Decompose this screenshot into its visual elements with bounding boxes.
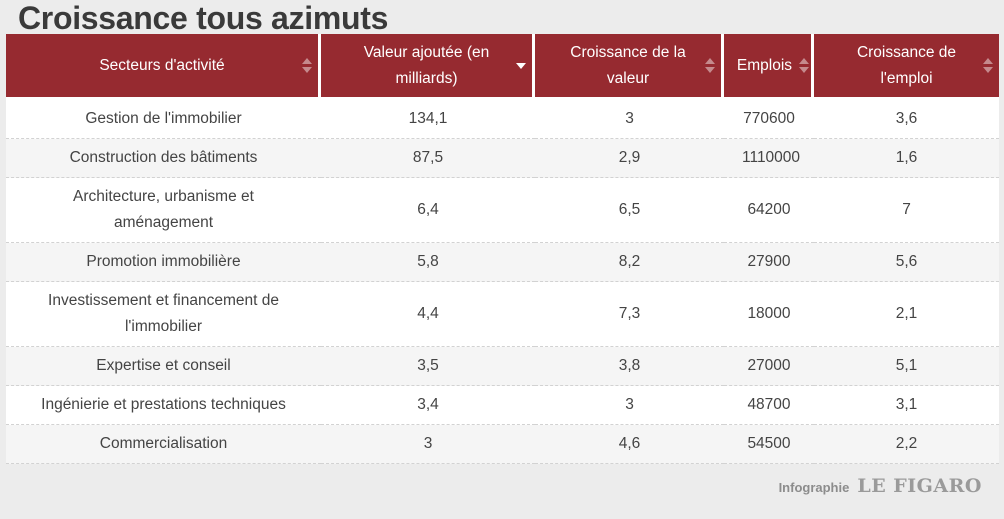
- cell-secteur: Promotion immobilière: [6, 243, 321, 282]
- cell-valeur-ajoutee: 3,4: [321, 386, 535, 425]
- table-row: Architecture, urbanisme et aménagement 6,…: [6, 178, 999, 243]
- cell-emplois: 770600: [724, 100, 814, 139]
- column-header-label: Valeur ajoutée (en milliards): [363, 43, 490, 87]
- credit: Infographie LE FIGARO: [779, 475, 982, 497]
- table-row: Expertise et conseil 3,5 3,8 27000 5,1: [6, 347, 999, 386]
- sort-descending-icon[interactable]: [516, 58, 526, 74]
- table-body: Gestion de l'immobilier 134,1 3 770600 3,6 Co…: [6, 100, 999, 464]
- column-header-label: Croissance de l'emploi: [856, 43, 957, 87]
- sort-arrows-icon[interactable]: [983, 57, 993, 74]
- cell-croissance-valeur: 4,6: [535, 425, 724, 464]
- cell-secteur: Investissement et financement de l'immob…: [6, 282, 321, 347]
- cell-croissance-valeur: 3: [535, 100, 724, 139]
- cell-valeur-ajoutee: 3: [321, 425, 535, 464]
- cell-emplois: 64200: [724, 178, 814, 243]
- le-figaro-logo: LE FIGARO: [857, 475, 982, 497]
- column-header-secteurs[interactable]: Secteurs d'activité: [6, 34, 321, 100]
- cell-secteur: Architecture, urbanisme et aménagement: [6, 178, 321, 243]
- cell-valeur-ajoutee: 134,1: [321, 100, 535, 139]
- cell-valeur-ajoutee: 5,8: [321, 243, 535, 282]
- cell-valeur-ajoutee: 6,4: [321, 178, 535, 243]
- cell-emplois: 18000: [724, 282, 814, 347]
- data-table: Secteurs d'activité Valeur ajoutée (en m…: [6, 34, 999, 464]
- table-header-row: Secteurs d'activité Valeur ajoutée (en m…: [6, 34, 999, 100]
- page-title: Croissance tous azimuts: [18, 0, 389, 36]
- table-row: Gestion de l'immobilier 134,1 3 770600 3,6: [6, 100, 999, 139]
- cell-valeur-ajoutee: 87,5: [321, 139, 535, 178]
- sort-arrows-icon[interactable]: [799, 57, 809, 74]
- cell-secteur: Ingénierie et prestations techniques: [6, 386, 321, 425]
- cell-emplois: 48700: [724, 386, 814, 425]
- sort-arrows-icon[interactable]: [705, 57, 715, 74]
- cell-emplois: 54500: [724, 425, 814, 464]
- cell-croissance-valeur: 2,9: [535, 139, 724, 178]
- table-row: Promotion immobilière 5,8 8,2 27900 5,6: [6, 243, 999, 282]
- cell-croissance-emploi: 5,6: [814, 243, 999, 282]
- cell-croissance-emploi: 3,6: [814, 100, 999, 139]
- table-row: Commercialisation 3 4,6 54500 2,2: [6, 425, 999, 464]
- cell-croissance-emploi: 2,2: [814, 425, 999, 464]
- cell-croissance-valeur: 8,2: [535, 243, 724, 282]
- cell-croissance-emploi: 1,6: [814, 139, 999, 178]
- cell-emplois: 27000: [724, 347, 814, 386]
- cell-secteur: Expertise et conseil: [6, 347, 321, 386]
- cell-croissance-valeur: 7,3: [535, 282, 724, 347]
- cell-secteur: Construction des bâtiments: [6, 139, 321, 178]
- cell-croissance-emploi: 5,1: [814, 347, 999, 386]
- credit-label: Infographie: [778, 480, 850, 495]
- cell-emplois: 27900: [724, 243, 814, 282]
- column-header-croissance-emploi[interactable]: Croissance de l'emploi: [814, 34, 999, 100]
- sort-arrows-icon[interactable]: [302, 57, 312, 74]
- cell-secteur: Gestion de l'immobilier: [6, 100, 321, 139]
- cell-croissance-emploi: 3,1: [814, 386, 999, 425]
- column-header-valeur-ajoutee[interactable]: Valeur ajoutée (en milliards): [321, 34, 535, 100]
- cell-secteur: Commercialisation: [6, 425, 321, 464]
- column-header-croissance-valeur[interactable]: Croissance de la valeur: [535, 34, 724, 100]
- cell-croissance-valeur: 3: [535, 386, 724, 425]
- column-header-emplois[interactable]: Emplois: [724, 34, 814, 100]
- column-header-label: Emplois: [736, 56, 793, 74]
- cell-valeur-ajoutee: 3,5: [321, 347, 535, 386]
- column-header-label: Croissance de la valeur: [570, 43, 686, 87]
- cell-croissance-valeur: 3,8: [535, 347, 724, 386]
- cell-croissance-emploi: 2,1: [814, 282, 999, 347]
- table-row: Investissement et financement de l'immob…: [6, 282, 999, 347]
- table-row: Construction des bâtiments 87,5 2,9 1110000…: [6, 139, 999, 178]
- cell-croissance-emploi: 7: [814, 178, 999, 243]
- table-row: Ingénierie et prestations techniques 3,4 3…: [6, 386, 999, 425]
- cell-emplois: 1110000: [724, 139, 814, 178]
- cell-croissance-valeur: 6,5: [535, 178, 724, 243]
- cell-valeur-ajoutee: 4,4: [321, 282, 535, 347]
- column-header-label: Secteurs d'activité: [99, 56, 225, 74]
